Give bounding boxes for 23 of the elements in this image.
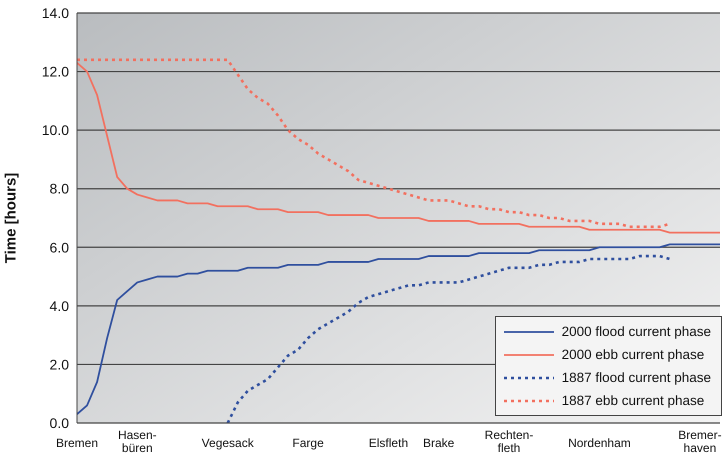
y-tick-label: 0.0 — [50, 414, 70, 431]
y-tick-label: 4.0 — [50, 298, 70, 314]
y-tick-label: 14.0 — [42, 4, 70, 21]
x-tick-label: Bremen — [56, 436, 98, 450]
legend-label: 2000 flood current phase — [562, 324, 711, 339]
y-tick-label: 12.0 — [42, 64, 70, 80]
x-tick-label: Rechten- fleth — [484, 428, 534, 455]
x-tick-label: Brake — [423, 436, 455, 450]
y-tick-label: 6.0 — [50, 239, 70, 256]
x-tick-label: Hasen- büren — [118, 428, 157, 455]
legend-label: 1887 ebb current phase — [562, 393, 704, 408]
y-axis-title: Time [hours] — [2, 172, 20, 264]
y-tick-label: 10.0 — [42, 122, 70, 138]
line-series — [76, 243, 721, 416]
x-tick-label: Elsfleth — [368, 436, 408, 450]
legend-label: 1887 flood current phase — [562, 370, 711, 385]
y-tick-label: 2.0 — [50, 356, 70, 372]
y-tick-label: 8.0 — [50, 180, 70, 197]
x-tick-label: Farge — [292, 436, 324, 450]
x-tick-label: Vegesack — [202, 436, 255, 450]
x-tick-label: Nordenham — [568, 436, 631, 450]
x-tick-label: Bremer- haven — [678, 428, 722, 455]
legend-label: 2000 ebb current phase — [562, 347, 704, 362]
